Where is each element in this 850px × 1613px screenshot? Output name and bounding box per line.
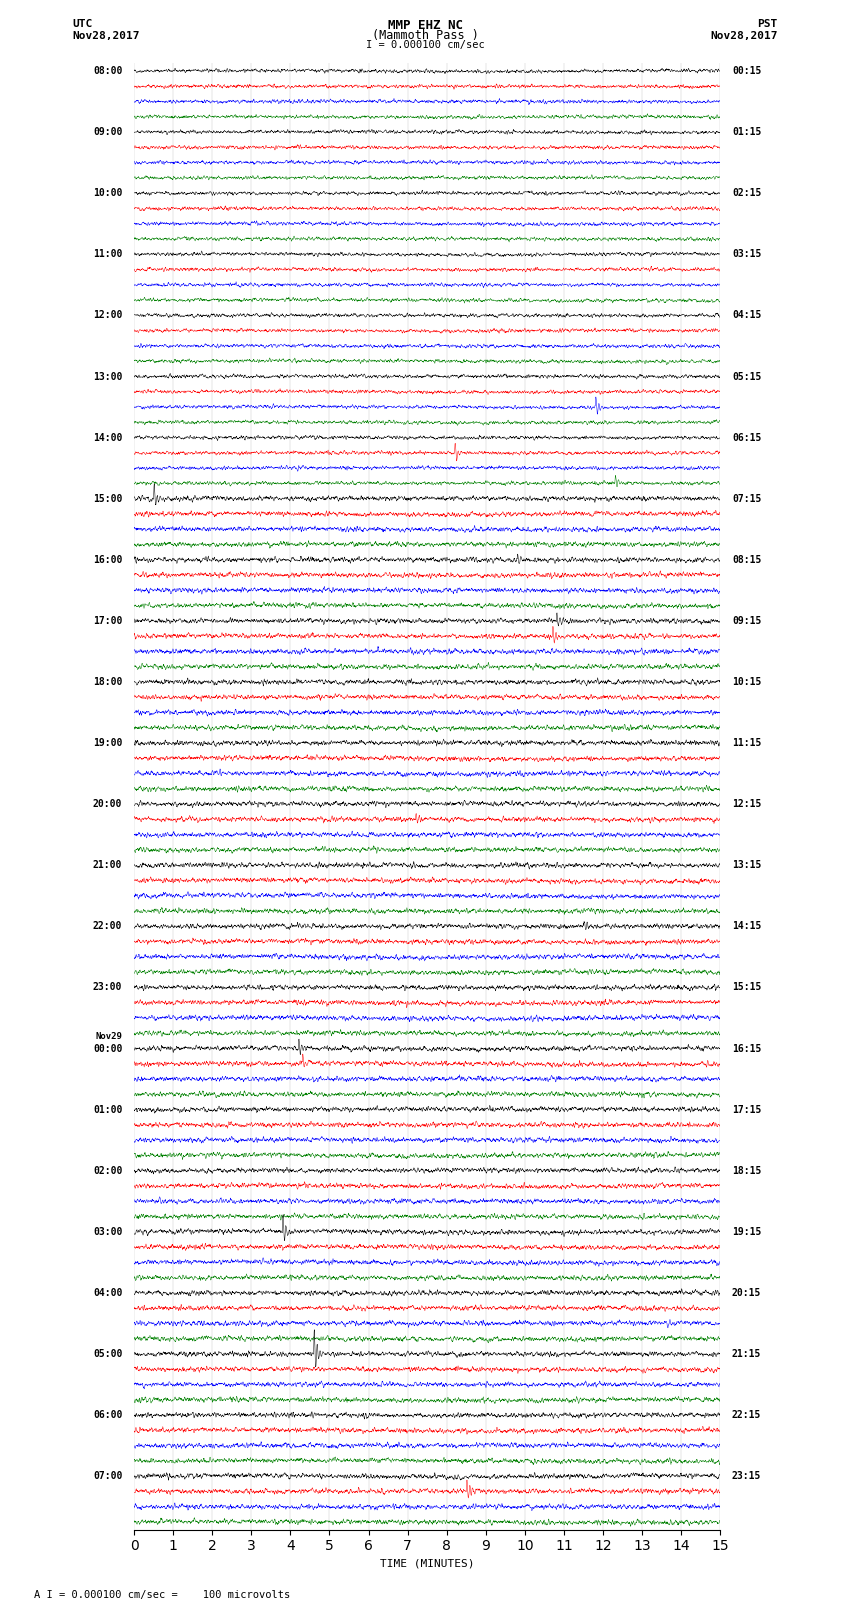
Text: 18:00: 18:00 bbox=[93, 677, 122, 687]
Text: 14:15: 14:15 bbox=[732, 921, 762, 931]
Text: 11:00: 11:00 bbox=[93, 250, 122, 260]
Text: 08:00: 08:00 bbox=[93, 66, 122, 76]
Text: 09:00: 09:00 bbox=[93, 127, 122, 137]
Text: 07:15: 07:15 bbox=[732, 494, 762, 503]
Text: 16:15: 16:15 bbox=[732, 1044, 762, 1053]
Text: 22:15: 22:15 bbox=[732, 1410, 762, 1419]
Text: 16:00: 16:00 bbox=[93, 555, 122, 565]
Text: 00:15: 00:15 bbox=[732, 66, 762, 76]
Text: 01:15: 01:15 bbox=[732, 127, 762, 137]
Text: 08:15: 08:15 bbox=[732, 555, 762, 565]
Text: (Mammoth Pass ): (Mammoth Pass ) bbox=[371, 29, 479, 42]
Text: 14:00: 14:00 bbox=[93, 432, 122, 442]
Text: 12:15: 12:15 bbox=[732, 798, 762, 810]
Text: 04:15: 04:15 bbox=[732, 310, 762, 321]
Text: 05:00: 05:00 bbox=[93, 1348, 122, 1360]
Text: 23:15: 23:15 bbox=[732, 1471, 762, 1481]
Text: 15:15: 15:15 bbox=[732, 982, 762, 992]
Text: 15:00: 15:00 bbox=[93, 494, 122, 503]
Text: 04:00: 04:00 bbox=[93, 1287, 122, 1298]
Text: 17:00: 17:00 bbox=[93, 616, 122, 626]
Text: A I = 0.000100 cm/sec =    100 microvolts: A I = 0.000100 cm/sec = 100 microvolts bbox=[34, 1590, 290, 1600]
Text: 06:00: 06:00 bbox=[93, 1410, 122, 1419]
Text: 00:00: 00:00 bbox=[93, 1044, 122, 1053]
Text: 19:15: 19:15 bbox=[732, 1227, 762, 1237]
Text: 10:15: 10:15 bbox=[732, 677, 762, 687]
X-axis label: TIME (MINUTES): TIME (MINUTES) bbox=[380, 1560, 474, 1569]
Text: I = 0.000100 cm/sec: I = 0.000100 cm/sec bbox=[366, 40, 484, 50]
Text: MMP EHZ NC: MMP EHZ NC bbox=[388, 19, 462, 32]
Text: 06:15: 06:15 bbox=[732, 432, 762, 442]
Text: 23:00: 23:00 bbox=[93, 982, 122, 992]
Text: PST: PST bbox=[757, 19, 778, 29]
Text: 22:00: 22:00 bbox=[93, 921, 122, 931]
Text: 21:00: 21:00 bbox=[93, 860, 122, 871]
Text: 19:00: 19:00 bbox=[93, 739, 122, 748]
Text: 13:15: 13:15 bbox=[732, 860, 762, 871]
Text: 12:00: 12:00 bbox=[93, 310, 122, 321]
Text: 20:15: 20:15 bbox=[732, 1287, 762, 1298]
Text: Nov28,2017: Nov28,2017 bbox=[72, 31, 139, 40]
Text: 02:00: 02:00 bbox=[93, 1166, 122, 1176]
Text: 17:15: 17:15 bbox=[732, 1105, 762, 1115]
Text: 13:00: 13:00 bbox=[93, 371, 122, 382]
Text: 02:15: 02:15 bbox=[732, 189, 762, 198]
Text: 05:15: 05:15 bbox=[732, 371, 762, 382]
Text: 01:00: 01:00 bbox=[93, 1105, 122, 1115]
Text: 10:00: 10:00 bbox=[93, 189, 122, 198]
Text: 07:00: 07:00 bbox=[93, 1471, 122, 1481]
Text: 03:00: 03:00 bbox=[93, 1227, 122, 1237]
Text: Nov29: Nov29 bbox=[95, 1032, 122, 1040]
Text: 18:15: 18:15 bbox=[732, 1166, 762, 1176]
Text: Nov28,2017: Nov28,2017 bbox=[711, 31, 778, 40]
Text: 03:15: 03:15 bbox=[732, 250, 762, 260]
Text: 09:15: 09:15 bbox=[732, 616, 762, 626]
Text: UTC: UTC bbox=[72, 19, 93, 29]
Text: 21:15: 21:15 bbox=[732, 1348, 762, 1360]
Text: 11:15: 11:15 bbox=[732, 739, 762, 748]
Text: 20:00: 20:00 bbox=[93, 798, 122, 810]
